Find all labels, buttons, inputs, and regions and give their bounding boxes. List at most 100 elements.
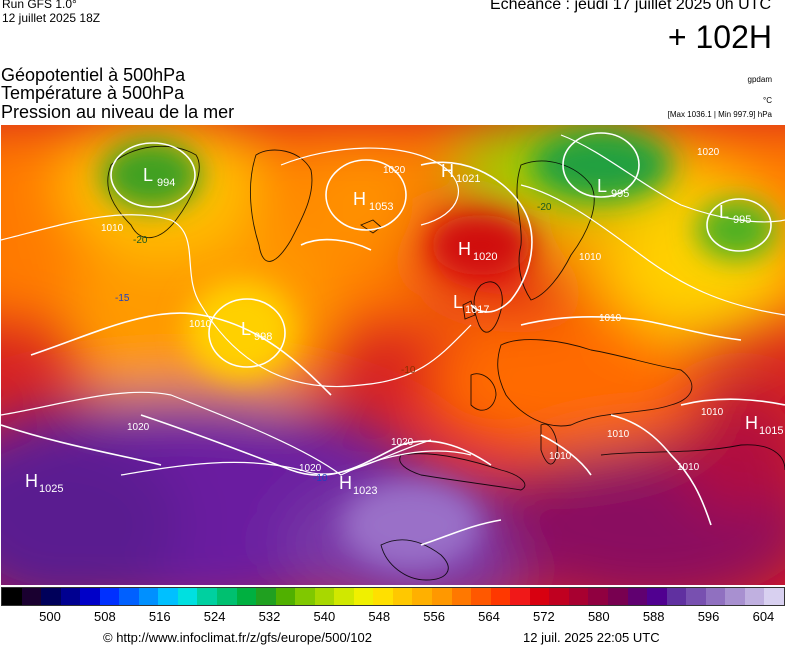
svg-text:1020: 1020	[473, 251, 497, 263]
isobar-label: 1010	[677, 462, 700, 473]
isobar-label: 1010	[599, 313, 622, 324]
color-scale-swatch	[197, 588, 218, 605]
color-scale-tick: 500	[39, 609, 61, 624]
color-scale-swatch	[607, 588, 628, 605]
color-scale-swatch	[60, 588, 81, 605]
center-low-russia: L 995	[719, 202, 751, 226]
color-scale-tick: 604	[752, 609, 775, 624]
pressure-center-labels: L 994 H 1053 H 1021 L 995 L 995 H 1020 L…	[25, 161, 783, 497]
svg-text:H: H	[441, 161, 454, 181]
color-scale-swatch	[236, 588, 257, 605]
color-scale-swatch	[119, 588, 139, 605]
color-scale-tick: 596	[697, 609, 720, 624]
temperature-labels: -20 -20 -10 -15 -10	[115, 202, 552, 484]
isobar-label: 1020	[127, 422, 150, 433]
color-scale-swatch	[666, 588, 687, 605]
svg-text:995: 995	[611, 188, 629, 200]
temperature-label: -20	[537, 202, 552, 213]
center-low-atlantic: L 998	[241, 319, 272, 343]
isobar-label: 1010	[101, 223, 124, 234]
center-high-azores: H 1025	[25, 471, 63, 495]
temperature-label: -20	[133, 235, 148, 246]
color-scale-swatch	[568, 588, 589, 605]
svg-text:H: H	[458, 239, 471, 259]
color-scale-tick: 524	[203, 609, 226, 624]
temperature-label: -10	[401, 365, 416, 376]
svg-text:994: 994	[157, 177, 175, 189]
svg-text:1023: 1023	[353, 485, 377, 497]
color-scale-swatch	[412, 588, 433, 605]
color-scale-swatch	[138, 588, 159, 605]
svg-text:H: H	[745, 413, 758, 433]
color-scale-swatch	[334, 588, 354, 605]
color-scale-swatch	[764, 588, 784, 605]
color-scale-swatch	[295, 588, 315, 605]
color-scale-tick: 516	[148, 609, 171, 624]
color-scale-swatch	[451, 588, 472, 605]
generation-date: 12 juil. 2025 22:05 UTC	[523, 630, 660, 645]
color-scale-tick: 540	[313, 609, 336, 624]
color-scale-swatch	[705, 588, 726, 605]
coastlines	[107, 145, 785, 581]
color-scale-swatch	[647, 588, 667, 605]
geopotential-field	[1, 125, 785, 585]
color-scale-bar	[1, 587, 785, 606]
center-high-norwegian-sea: H 1021	[441, 161, 480, 185]
color-scale-swatch	[80, 588, 100, 605]
svg-text:995: 995	[733, 214, 751, 226]
color-scale-swatch	[217, 588, 237, 605]
color-scale-swatch	[256, 588, 276, 605]
center-low-barents: L 995	[597, 176, 629, 200]
color-scale-tick: 580	[587, 609, 610, 624]
run-label: Run GFS 1.0°	[2, 0, 77, 11]
svg-text:L: L	[597, 176, 607, 196]
center-low-greenland-west: L 994	[143, 165, 175, 189]
center-high-black-sea: H 1015	[745, 413, 783, 437]
color-scale-swatch	[314, 588, 335, 605]
isobar-value-labels: 1010 1020 1010 1010 1020 1020 1020 1010 …	[101, 147, 724, 474]
pressure-max-min: [Max 1036.1 | Min 997.9] hPa	[667, 110, 772, 119]
svg-text:L: L	[143, 165, 153, 185]
isobar-label: 1020	[383, 165, 406, 176]
color-scale-swatch	[353, 588, 374, 605]
color-scale-tick: 508	[94, 609, 116, 624]
svg-text:1017: 1017	[465, 304, 489, 316]
svg-text:H: H	[353, 189, 366, 209]
isobar-label: 1010	[579, 252, 602, 263]
color-scale-swatch	[99, 588, 120, 605]
title-temperature: Température à 500hPa	[1, 83, 185, 103]
color-scale-swatch	[490, 588, 511, 605]
color-scale-swatch	[177, 588, 198, 605]
color-scale-swatch	[744, 588, 765, 605]
run-date: 12 juillet 2025 18Z	[2, 11, 101, 25]
isobar-label: 1020	[391, 437, 414, 448]
temperature-label: -10	[313, 473, 328, 484]
color-scale-swatch	[471, 588, 491, 605]
color-scale-tick: 572	[533, 609, 555, 624]
isobar-label: 1020	[697, 147, 720, 158]
color-scale-swatch	[21, 588, 42, 605]
color-scale-swatch	[549, 588, 569, 605]
color-scale-swatch	[510, 588, 530, 605]
isobar-label: 1010	[607, 429, 630, 440]
geopotential-contours	[1, 134, 785, 476]
color-scale-swatch	[158, 588, 178, 605]
svg-text:1021: 1021	[456, 173, 480, 185]
color-scale-swatch	[432, 588, 452, 605]
color-scale-ticks: 500 508 516 524 532 540 548 556 564 572 580 588 596 6…	[1, 609, 785, 627]
title-pressure: Pression au niveau de la mer	[1, 102, 235, 122]
color-scale-swatch	[725, 588, 745, 605]
unit-geopotential: gpdam	[747, 75, 772, 84]
color-scale-tick: 556	[423, 609, 446, 624]
color-scale-swatch	[686, 588, 706, 605]
center-high-iberia-offshore: H 1023	[339, 473, 377, 497]
svg-text:1015: 1015	[759, 425, 783, 437]
isobar-label: 1010	[701, 407, 724, 418]
color-scale-tick: 564	[478, 609, 500, 624]
center-high-greenland: H 1053	[353, 189, 393, 213]
center-high-north-sea: H 1020	[458, 239, 497, 263]
center-low-britain: L 1017	[453, 292, 489, 316]
unit-temperature: °C	[763, 96, 772, 105]
isobars	[1, 132, 785, 546]
svg-text:L: L	[241, 319, 251, 339]
